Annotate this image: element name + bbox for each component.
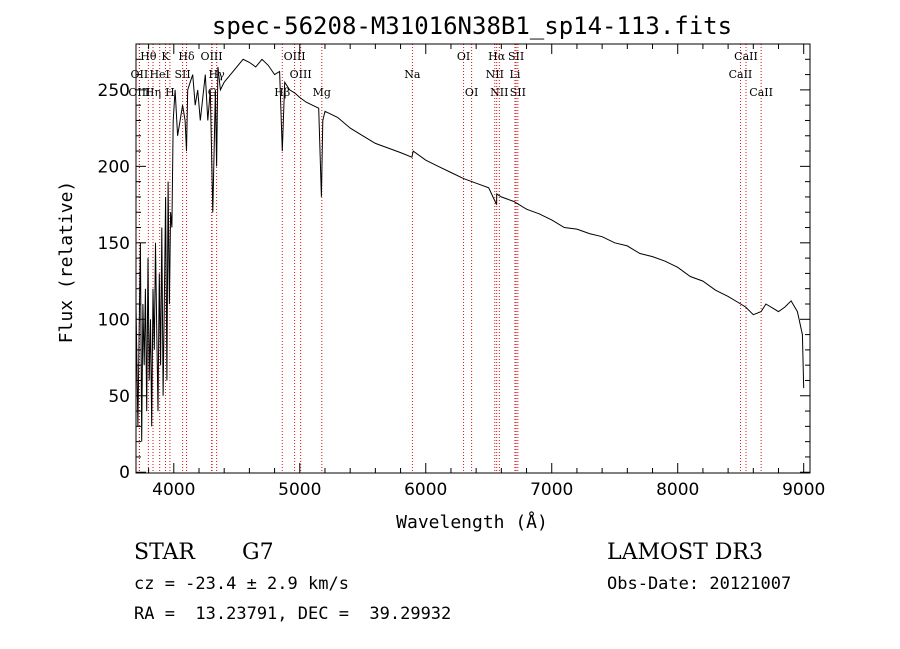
line-label: OIII [290,68,312,81]
x-axis: 4000 5000 6000 7000 8000 9000 [148,44,825,500]
chart-title: spec-56208-M31016N38B1_sp14-113.fits [212,12,732,40]
line-label: NII [490,86,508,99]
x-tick-label: 6000 [404,480,447,500]
x-tick-label: 5000 [278,480,321,500]
flux-series-line [135,58,805,442]
line-label: Li [510,68,521,81]
x-tick-label: 7000 [530,480,573,500]
line-label: SII [508,50,524,63]
line-label: Hδ [178,50,195,63]
line-label: OIII [201,50,223,63]
object-class-label: STAR [134,540,195,565]
obs-date-label: Obs-Date: 20121007 [607,574,792,594]
line-label: CaII [729,68,753,81]
y-tick-label: 100 [98,310,130,330]
line-label: OIII [284,50,306,63]
line-label: G [208,86,217,99]
y-tick-label: 50 [108,387,130,407]
line-label: Hα [488,50,506,63]
survey-label: LAMOST DR3 [607,540,763,565]
line-label: SII [174,68,190,81]
y-tick-label: 0 [119,463,130,483]
line-label: Mg [313,86,331,99]
line-label: Hβ [274,86,290,99]
line-label: HeI [149,68,169,81]
subclass-label: G7 [242,540,274,565]
line-label: CaII [749,86,773,99]
y-tick-label: 200 [98,157,130,177]
x-tick-label: 8000 [656,480,699,500]
line-label: SII [510,86,526,99]
line-label: OI [465,86,478,99]
line-label: CaII [734,50,758,63]
spectrum-chart: spec-56208-M31016N38B1_sp14-113.fits Hθ O… [56,12,825,533]
line-label: Hθ [140,50,157,63]
x-axis-label: Wavelength (Å) [396,511,548,533]
line-label: H [165,86,175,99]
line-label: NII [486,68,504,81]
y-tick-label: 150 [98,234,130,254]
redshift-label: cz = -23.4 ± 2.9 km/s [134,574,349,594]
line-label: Hγ [209,68,226,81]
plot-frame [135,43,811,474]
coordinates-label: RA = 13.23791, DEC = 39.29932 [134,604,452,624]
line-label: K [161,50,170,63]
y-tick-label: 250 [98,81,130,101]
line-label: Na [404,68,421,81]
line-label: OIII [128,86,150,99]
spectral-line-markers [138,44,762,473]
x-tick-label: 9000 [782,480,825,500]
y-axis-label: Flux (relative) [56,181,77,344]
line-label: Hη [145,86,161,99]
y-axis: 0 50 100 150 200 250 [98,58,810,483]
x-tick-label: 4000 [152,480,195,500]
line-label: OI [457,50,470,63]
